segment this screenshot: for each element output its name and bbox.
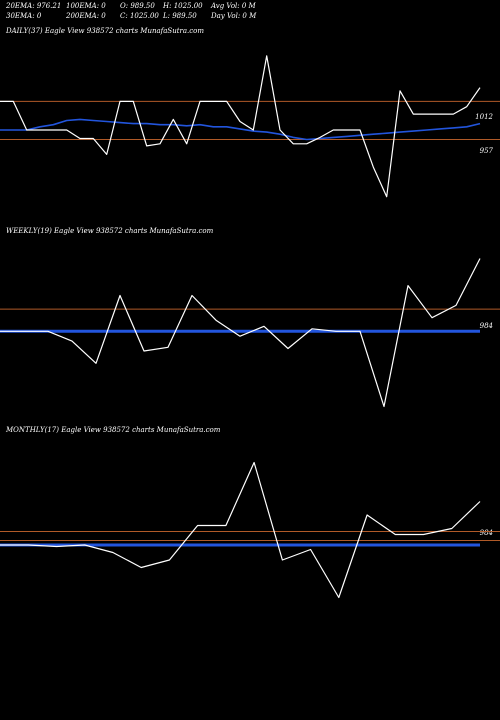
- low-label: L: 989.50: [163, 12, 197, 20]
- monthly-y-label: 984: [479, 529, 493, 537]
- monthly-panel-title: MONTHLY(17) Eagle View 938572 charts Mun…: [6, 426, 221, 434]
- ema30-label: 30EMA: 0: [6, 12, 42, 20]
- ema200-label: 200EMA: 0: [66, 12, 106, 20]
- ema20-label: 20EMA: 976.21: [6, 2, 62, 10]
- high-label: H: 1025.00: [163, 2, 203, 10]
- ema100-label: 100EMA: 0: [66, 2, 106, 10]
- weekly-price-line: [0, 258, 481, 408]
- weekly-y-label: 984: [479, 322, 493, 330]
- close-label: C: 1025.00: [120, 12, 159, 20]
- daily-price-line: [0, 55, 481, 198]
- daily-panel-title: DAILY(37) Eagle View 938572 charts Munaf…: [6, 27, 205, 35]
- day-vol-label: Day Vol: 0 M: [211, 12, 257, 20]
- open-label: O: 989.50: [120, 2, 155, 10]
- daily-y-label-low: 957: [479, 147, 493, 155]
- weekly-panel-title: WEEKLY(19) Eagle View 938572 charts Muna…: [6, 227, 214, 235]
- daily-ema-line: [0, 118, 481, 141]
- daily-y-label-high: 1012: [475, 113, 493, 121]
- monthly-price-line: [0, 461, 481, 599]
- avg-vol-label: Avg Vol: 0 M: [211, 2, 256, 10]
